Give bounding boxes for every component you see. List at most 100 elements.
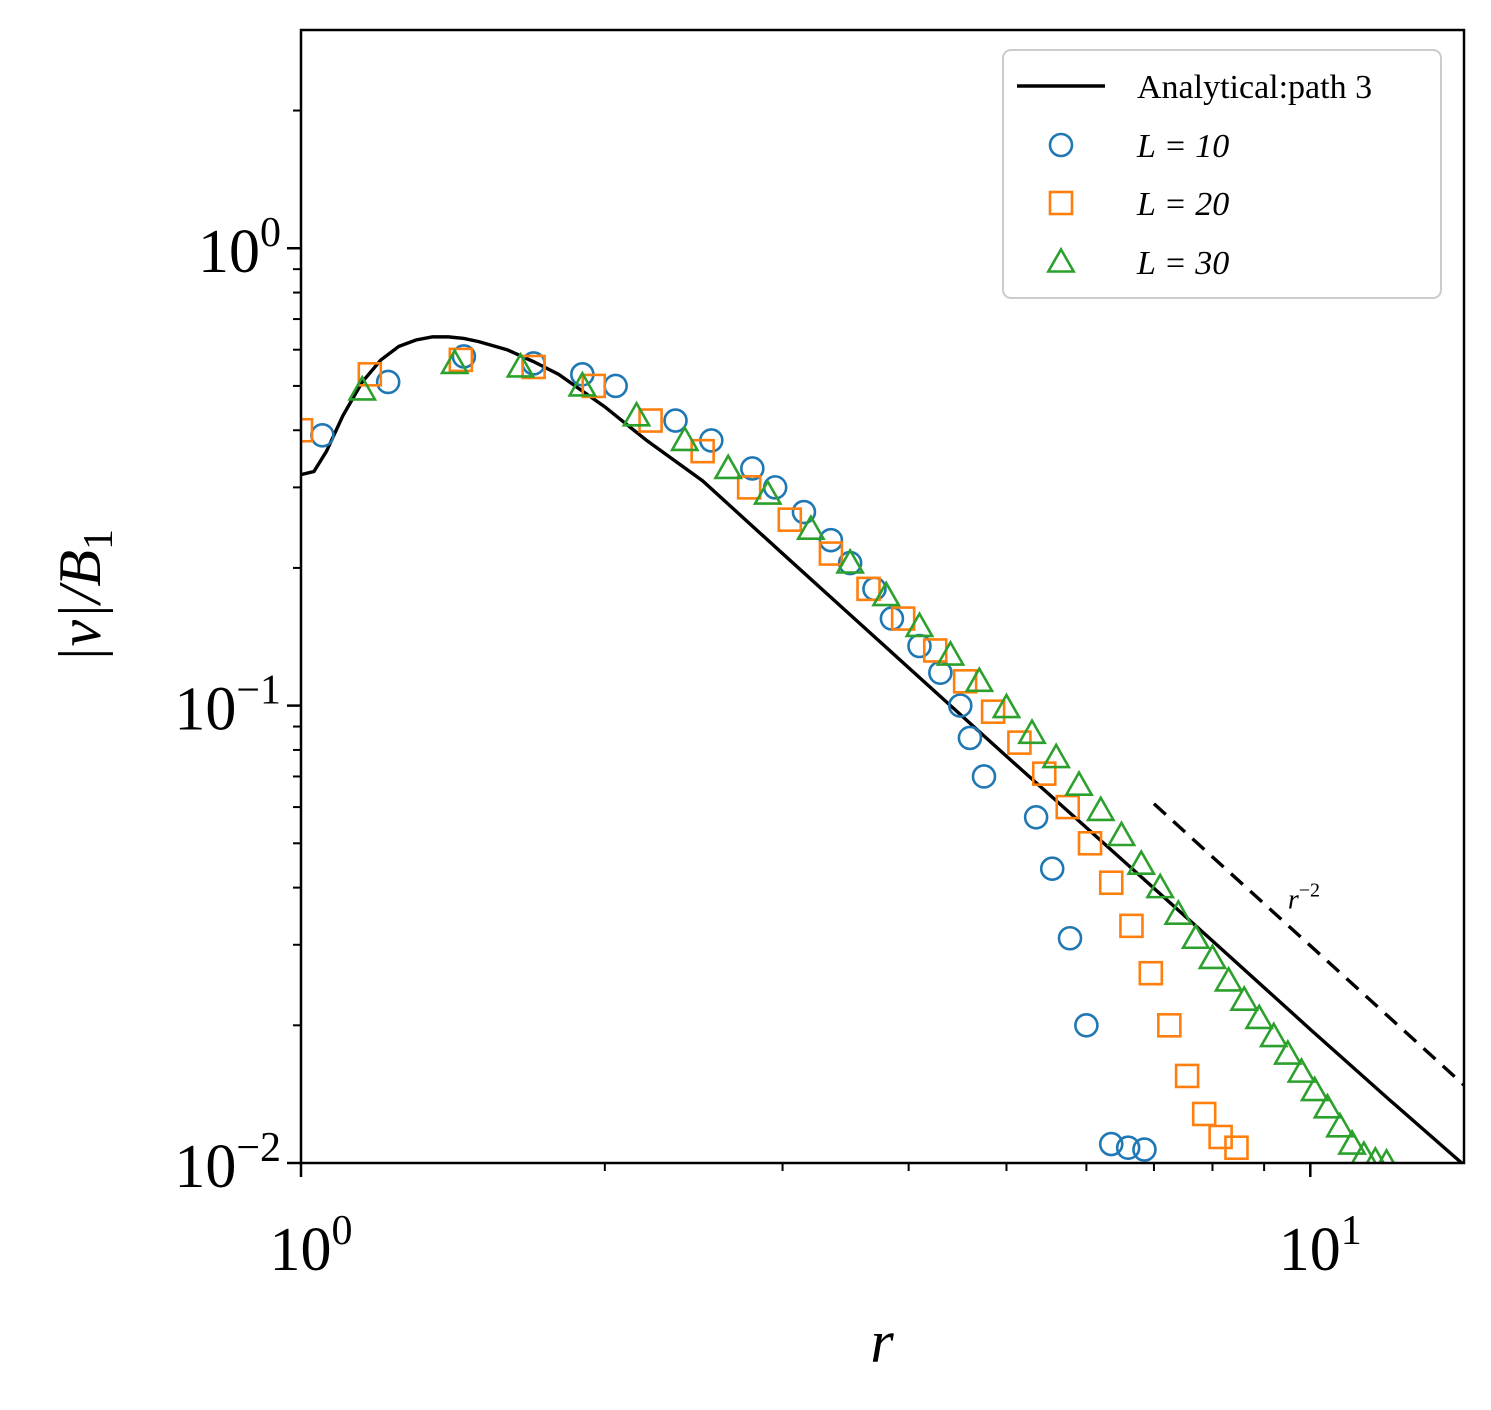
data-point-triangle [1041, 742, 1072, 769]
annotation-layer: r−2 [1288, 880, 1320, 916]
data-point-circle [947, 693, 973, 718]
data-point-circle [1057, 925, 1083, 951]
data-point-square [1157, 1013, 1182, 1038]
data-point-square [581, 373, 607, 399]
data-point-triangle [1163, 898, 1194, 925]
y-tick-label-exp: −2 [236, 1125, 281, 1171]
y-tick-label: 100 [198, 210, 281, 286]
data-point-triangle [1350, 1139, 1378, 1163]
data-point-square [736, 475, 762, 500]
data-point-square [1055, 794, 1081, 820]
data-point-triangle [964, 666, 995, 693]
series-triangle-points [347, 348, 1396, 1163]
x-tick-label: 101 [1279, 1208, 1362, 1284]
data-point-square [890, 606, 916, 631]
y-tick-label-base: 10 [174, 676, 236, 744]
data-point-triangle [347, 374, 378, 401]
data-point-circle [1132, 1137, 1157, 1162]
data-point-circle [818, 527, 844, 553]
data-point-triangle [1272, 1038, 1303, 1065]
legend-label: L = 30 [1136, 245, 1229, 282]
x-tick-label-exp: 1 [1341, 1208, 1362, 1254]
y-tick-label-base: 10 [174, 1133, 236, 1201]
data-point-square [1098, 870, 1124, 896]
data-point-square [952, 669, 978, 694]
reference-slope-line [1152, 802, 1464, 1087]
data-point-triangle [1325, 1111, 1355, 1138]
data-point-triangle [1312, 1092, 1343, 1119]
data-point-square [638, 408, 663, 433]
legend: Analytical:path 3 L = 10 L = 20 L = 30 [1002, 49, 1442, 299]
data-point-triangle [1145, 872, 1176, 899]
data-point-triangle [1106, 820, 1137, 847]
data-point-triangle [991, 692, 1022, 719]
data-point-triangle [1085, 795, 1116, 822]
x-tick-label-exp: 0 [332, 1208, 353, 1254]
y-tick-label: 10−2 [174, 1125, 281, 1201]
legend-box [1002, 49, 1442, 299]
legend-triangle-symbol [1046, 246, 1076, 273]
data-point-triangle [1064, 769, 1094, 796]
data-point-square [357, 362, 383, 387]
data-point-triangle [1337, 1128, 1367, 1155]
data-point-circle [663, 408, 688, 433]
data-point-triangle [752, 478, 783, 505]
data-point-square [1224, 1135, 1249, 1161]
data-point-triangle [439, 348, 470, 375]
slope-annotation: r−2 [1288, 880, 1320, 916]
data-point-circle [1023, 804, 1049, 830]
legend-circle-symbol [1048, 132, 1074, 158]
data-point-circle [1115, 1135, 1141, 1161]
data-point-triangle [505, 351, 536, 378]
x-tick-label-base: 10 [270, 1216, 332, 1284]
y-tick-label: 10−1 [174, 668, 281, 744]
data-point-circle [1074, 1013, 1099, 1038]
x-tick-label: 100 [270, 1208, 353, 1284]
data-point-triangle [669, 425, 700, 452]
data-point-triangle [1213, 965, 1244, 992]
data-point-circle [1039, 856, 1065, 881]
y-tick-label-base: 10 [198, 218, 260, 286]
data-point-triangle [935, 639, 966, 666]
legend-square-symbol [1048, 190, 1074, 216]
y-axis-label: |v|/B1 [47, 529, 122, 663]
x-tick-label-base: 10 [1279, 1216, 1341, 1284]
data-point-triangle [871, 580, 902, 607]
data-point-square [1031, 761, 1057, 786]
plot-frame [299, 28, 1466, 1165]
data-point-circle [957, 725, 983, 751]
data-point-triangle [1126, 848, 1157, 876]
data-point-triangle [713, 453, 744, 480]
data-point-square [777, 507, 803, 532]
y-axis-label-main: |v|/B [47, 550, 113, 663]
data-point-triangle [835, 547, 866, 574]
data-point-triangle [1258, 1021, 1289, 1048]
data-point-triangle [1180, 922, 1211, 950]
data-point-triangle [1197, 943, 1228, 970]
data-point-circle [971, 764, 997, 789]
data-point-triangle [1244, 1003, 1275, 1030]
data-point-triangle [795, 513, 826, 541]
data-point-square [980, 699, 1006, 724]
legend-label: L = 10 [1136, 128, 1229, 165]
legend-label: Analytical:path 3 [1137, 69, 1372, 106]
data-point-triangle [1299, 1075, 1330, 1102]
data-point-square [1119, 913, 1144, 939]
data-point-square [301, 417, 314, 443]
minor-ticks [293, 109, 1266, 1171]
slope-annotation-base: r [1288, 885, 1299, 916]
data-point-triangle [1017, 718, 1047, 745]
data-point-triangle [904, 611, 935, 638]
x-axis-label: r [870, 1309, 894, 1375]
y-tick-label-exp: −1 [236, 668, 281, 714]
data-point-triangle [1229, 984, 1260, 1011]
data-point-triangle [1377, 1147, 1396, 1163]
data-point-square [1138, 960, 1164, 986]
series-layer [301, 335, 1464, 1163]
analytical-series-line [301, 335, 1464, 1163]
data-point-triangle [621, 400, 652, 427]
data-point-triangle [1286, 1056, 1317, 1083]
major-ticks [287, 246, 1312, 1177]
